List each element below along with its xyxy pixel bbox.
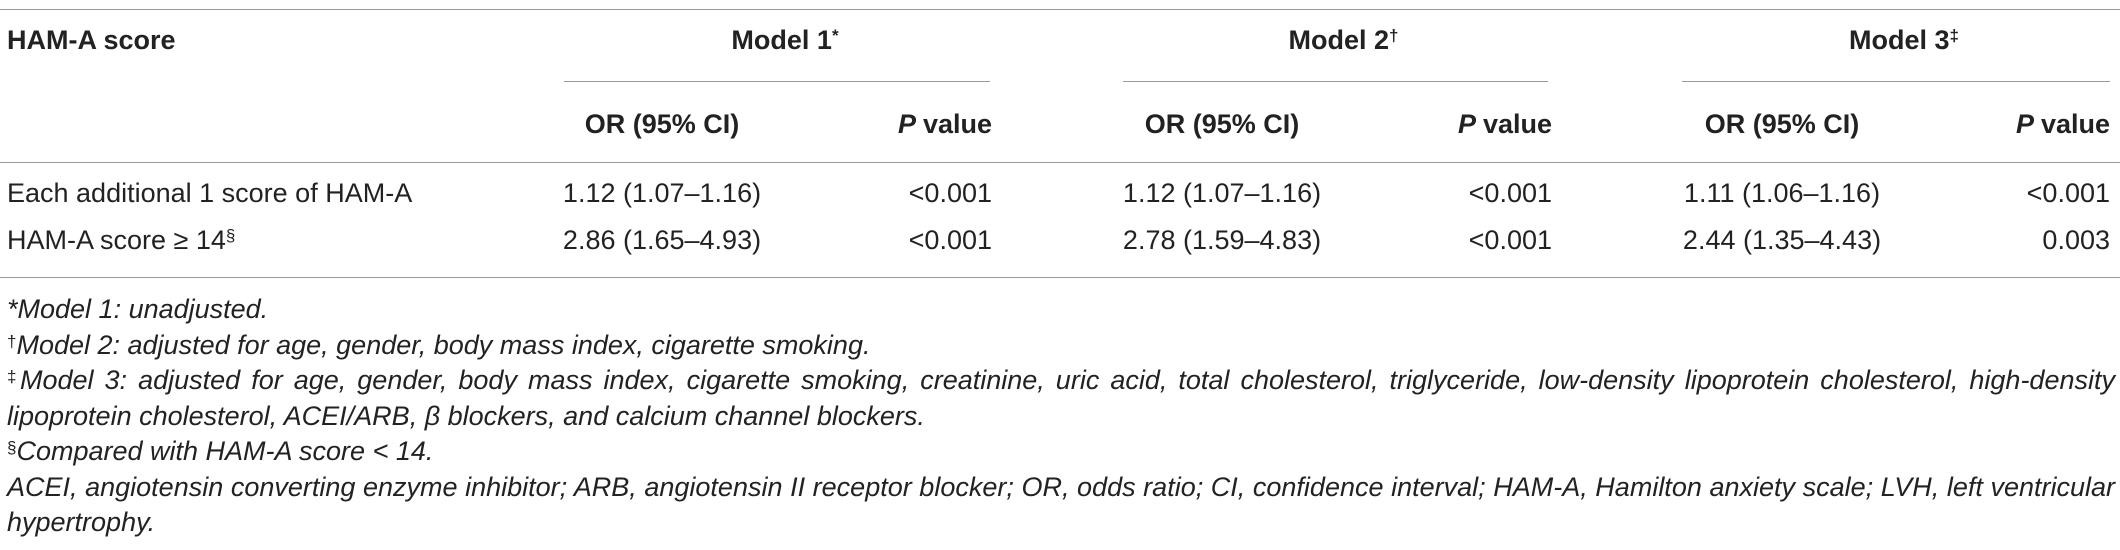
p-value: <0.001 [1468,225,1552,255]
p-rest: value [1482,109,1552,139]
group-header: Model 1* [731,22,838,58]
footnote-text: Model 1: unadjusted. [17,294,269,324]
p-value: <0.001 [1468,178,1552,208]
or-value: 2.78 (1.59–4.83) [1122,225,1322,255]
group-mark: ‡ [1949,26,1959,45]
footnote-text: Compared with HAM-A score < 14. [16,436,434,466]
group-mark: * [831,26,839,45]
row-label-text: HAM-A score ≥ 14 [7,225,226,255]
footnote-text: Model 3: adjusted for age, gender, body … [7,365,2115,431]
row-label: HAM-A score ≥ 14§ [7,222,235,258]
or-value: 1.12 (1.07–1.16) [1122,178,1322,208]
footnote-mark: * [7,294,18,324]
footnote-text: Model 2: adjusted for age, gender, body … [16,329,871,360]
p-rest: value [2040,109,2110,139]
p-value: <0.001 [908,225,992,255]
group-mark: † [1389,26,1399,45]
row-label-text: Each additional 1 score of HAM-A [7,178,413,208]
footnote: *Model 1: unadjusted. [7,292,2115,328]
footnote-mark: § [7,438,17,457]
footnotes: *Model 1: unadjusted. †Model 2: adjusted … [7,292,2115,541]
footnote: ‡Model 3: adjusted for age, gender, body… [7,363,2115,434]
group-name: Model 3 [1849,25,1950,55]
or-header: OR (95% CI) [584,109,740,139]
p-value: <0.001 [908,178,992,208]
group-name: Model 2 [1288,25,1390,55]
group-header: Model 3‡ [1849,22,1959,58]
or-value: 2.86 (1.65–4.93) [562,225,762,255]
or-header: OR (95% CI) [1704,109,1860,139]
or-value: 2.44 (1.35–4.43) [1682,225,1882,255]
footnote: †Model 2: adjusted for age, gender, body… [7,328,2115,364]
or-value: 1.12 (1.07–1.16) [562,178,762,208]
group-rule [1123,81,1548,82]
header-rule [0,162,2120,163]
group-rule [1682,81,2110,82]
footnote: ACEI, angiotensin converting enzyme inhi… [7,470,2115,541]
or-header: OR (95% CI) [1144,109,1300,139]
footnote-text: ACEI, angiotensin converting enzyme inhi… [7,471,2115,538]
group-name: Model 1 [731,25,832,55]
group-header: Model 2† [1289,22,1399,58]
top-rule [0,9,2120,10]
row-label-mark: § [225,226,236,245]
footnote-mark: † [7,331,17,351]
group-rule [564,81,990,82]
footnote-mark: ‡ [7,367,20,386]
bottom-rule [0,277,2120,278]
or-value: 1.11 (1.06–1.16) [1683,178,1881,208]
row-label: Each additional 1 score of HAM-A [7,175,412,211]
p-italic: P [897,109,916,139]
p-rest: value [922,109,992,139]
p-italic: P [1457,109,1476,139]
p-value: 0.003 [2042,225,2110,255]
row-label-header: HAM-A score [7,25,176,55]
p-value: <0.001 [2026,178,2110,208]
footnote: §Compared with HAM-A score < 14. [7,434,2115,470]
p-italic: P [2015,109,2034,139]
